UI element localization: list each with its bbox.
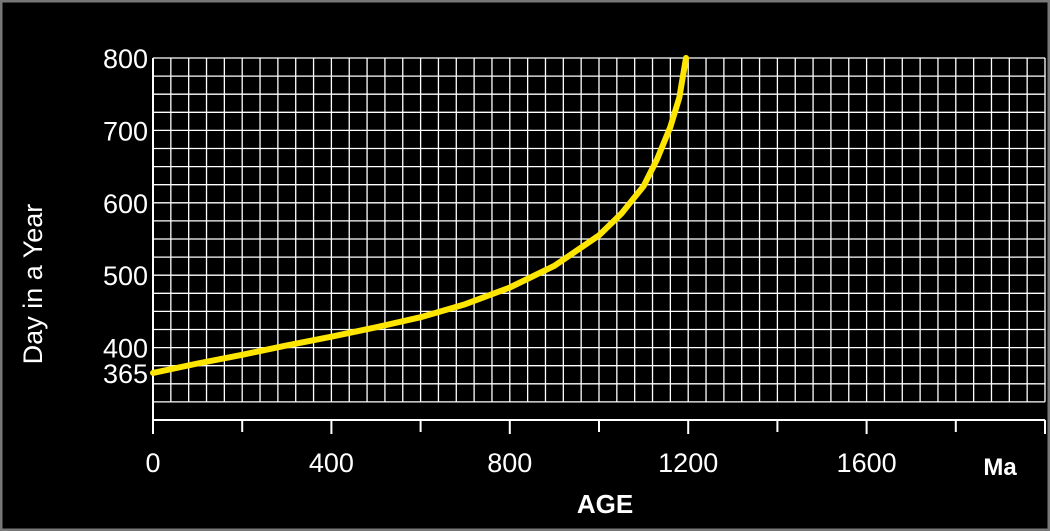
x-tick-label: 1600 — [837, 448, 897, 478]
x-tick-label: 800 — [487, 448, 532, 478]
x-axis-title: AGE — [577, 489, 633, 519]
y-tick-label: 500 — [103, 261, 148, 291]
series-group — [150, 55, 689, 376]
x-tick-label: 400 — [309, 448, 354, 478]
axes — [152, 58, 1046, 434]
y-tick-label: 600 — [103, 189, 148, 219]
y-tick-label: 800 — [103, 44, 148, 74]
x-tick-label: 0 — [145, 448, 160, 478]
y-axis-title: Day in a Year — [18, 204, 48, 365]
y-tick-label: 400 — [103, 334, 148, 364]
x-axis-unit: Ma — [983, 454, 1017, 481]
x-tick-label: 1200 — [658, 448, 718, 478]
y-tick-label: 700 — [103, 116, 148, 146]
series-line — [150, 55, 689, 376]
y-tick-label: 365 — [103, 359, 148, 389]
